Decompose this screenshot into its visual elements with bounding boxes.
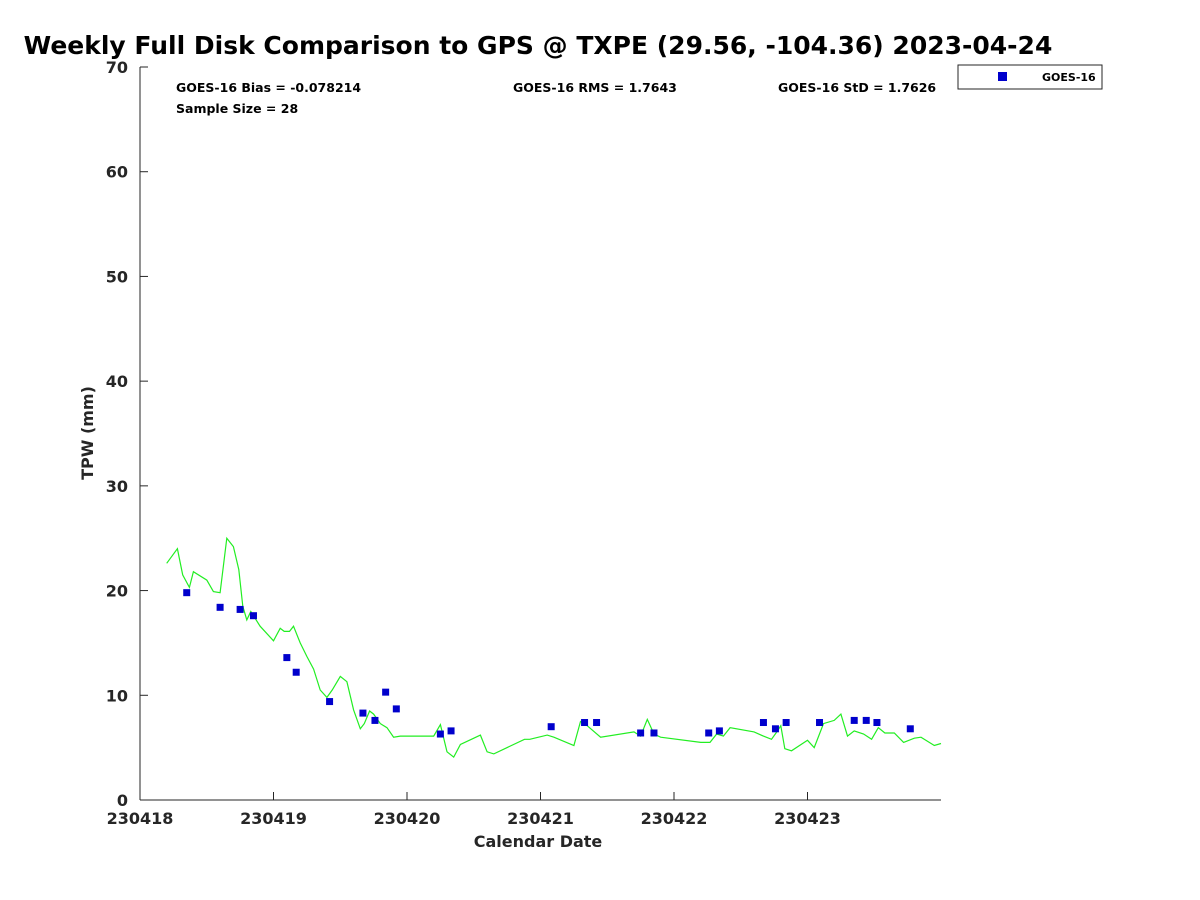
legend: GOES-16 xyxy=(957,64,1103,90)
stats-block: GOES-16 Bias = -0.078214 GOES-16 RMS = 1… xyxy=(176,80,936,116)
y-tick-label: 40 xyxy=(106,372,128,391)
plot-area xyxy=(139,67,941,801)
x-tick-label: 230421 xyxy=(507,809,574,828)
stat-sample-size: Sample Size = 28 xyxy=(176,101,298,116)
goes-16-point xyxy=(382,688,390,696)
goes-16-point xyxy=(862,716,870,724)
legend-marker-goes-16 xyxy=(998,72,1007,81)
y-tick-label: 0 xyxy=(117,791,128,810)
goes-16-point xyxy=(906,725,914,733)
stat-bias: GOES-16 Bias = -0.078214 xyxy=(176,80,361,95)
goes-16-point xyxy=(782,719,790,727)
chart-title: Weekly Full Disk Comparison to GPS @ TXP… xyxy=(24,31,1053,60)
goes-16-point xyxy=(816,719,824,727)
x-tick-label: 230423 xyxy=(774,809,841,828)
goes-16-point xyxy=(216,603,224,611)
x-tick-label: 230420 xyxy=(374,809,441,828)
goes-16-point xyxy=(593,719,601,727)
series-goes xyxy=(183,589,914,738)
goes-16-point xyxy=(326,698,334,706)
goes-16-point xyxy=(249,612,257,620)
goes-16-point xyxy=(292,668,300,676)
goes-16-point xyxy=(637,729,645,737)
y-tick-label: 70 xyxy=(106,58,128,77)
goes-16-point xyxy=(436,730,444,738)
goes-16-point xyxy=(547,723,555,731)
x-tick-label: 230418 xyxy=(107,809,174,828)
goes-16-point xyxy=(183,589,191,597)
goes-16-point xyxy=(359,709,367,717)
goes-16-point xyxy=(392,705,400,713)
series-gps xyxy=(166,536,942,759)
goes-16-point xyxy=(771,725,779,733)
goes-16-point xyxy=(705,729,713,737)
x-tick-label: 230419 xyxy=(240,809,307,828)
goes-16-point xyxy=(650,729,658,737)
goes-16-point xyxy=(236,605,244,613)
x-tick-label: 230422 xyxy=(641,809,708,828)
y-tick-label: 10 xyxy=(106,686,128,705)
y-ticks: 0 10 20 30 40 50 60 70 xyxy=(106,58,148,810)
goes-16-point xyxy=(850,716,858,724)
legend-box xyxy=(957,64,1103,90)
goes-16-point xyxy=(873,719,881,727)
goes-16-point xyxy=(447,727,455,735)
y-tick-label: 50 xyxy=(106,267,128,286)
gps-line xyxy=(166,536,942,759)
goes-16-point xyxy=(371,716,379,724)
goes-16-point xyxy=(283,654,291,662)
y-tick-label: 60 xyxy=(106,163,128,182)
goes-16-point xyxy=(581,719,589,727)
x-axis-title: Calendar Date xyxy=(474,832,603,851)
y-axis-title: TPW (mm) xyxy=(78,386,97,480)
goes-16-point xyxy=(759,719,767,727)
x-ticks: 230418 230419 230420 230421 230422 230423 xyxy=(107,792,841,828)
legend-label-goes-16: GOES-16 xyxy=(1042,71,1096,84)
stat-std: GOES-16 StD = 1.7626 xyxy=(778,80,936,95)
goes-16-point xyxy=(715,727,723,735)
stat-rms: GOES-16 RMS = 1.7643 xyxy=(513,80,677,95)
y-tick-label: 30 xyxy=(106,477,128,496)
y-tick-label: 20 xyxy=(106,582,128,601)
